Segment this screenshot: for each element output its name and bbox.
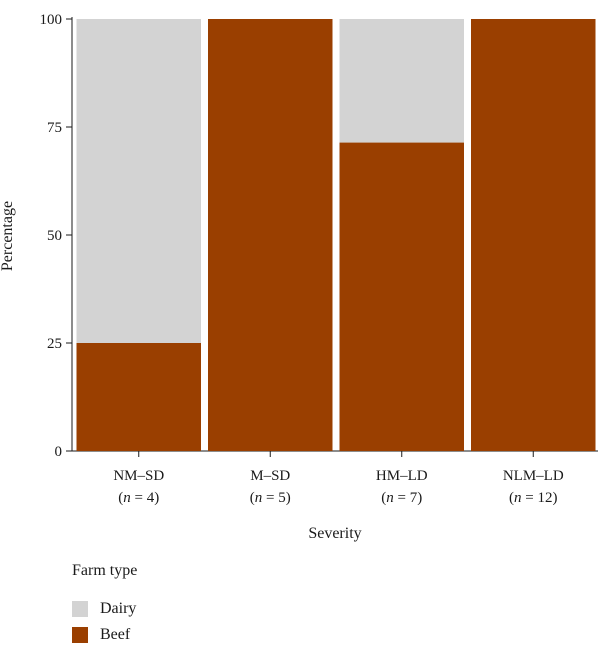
legend-item-dairy: Dairy xyxy=(72,596,137,622)
bar-beef xyxy=(76,343,201,451)
x-tick-label: NM–SD xyxy=(113,468,164,484)
legend-item-beef: Beef xyxy=(72,622,137,648)
legend-title: Farm type xyxy=(72,562,138,579)
x-tick-label: NLM–LD xyxy=(503,468,564,484)
bar-beef xyxy=(208,19,333,451)
y-tick-label: 100 xyxy=(40,12,63,28)
x-tick-sample-size: (n = 12) xyxy=(509,490,557,506)
x-tick-sample-size: (n = 4) xyxy=(118,490,159,506)
legend-swatch-dairy xyxy=(72,601,88,617)
legend: Farm type Dairy Beef xyxy=(72,562,137,648)
legend-label-dairy: Dairy xyxy=(100,600,137,617)
x-tick-sample-size: (n = 5) xyxy=(250,490,291,506)
plot-area: 0 25 50 75 100 NM–SD (n = 4) M–SD (n = 5) HM–LD (n… xyxy=(40,12,598,506)
y-tick-label: 25 xyxy=(47,336,62,352)
y-tick-label: 50 xyxy=(47,228,62,244)
y-tick-label: 0 xyxy=(55,444,63,460)
stacked-bar-chart: 0 25 50 75 100 NM–SD (n = 4) M–SD (n = 5) HM–LD (n… xyxy=(0,12,598,542)
bar-beef xyxy=(471,19,596,451)
legend-label-beef: Beef xyxy=(100,626,131,643)
x-tick-label: HM–LD xyxy=(376,468,428,484)
bar-dairy xyxy=(339,19,464,143)
legend-swatch-beef xyxy=(72,627,88,643)
y-tick-label: 75 xyxy=(47,120,62,136)
bar-dairy xyxy=(76,19,201,343)
bar-beef xyxy=(339,142,464,451)
x-tick-sample-size: (n = 7) xyxy=(381,490,422,506)
x-tick-label: M–SD xyxy=(250,468,290,484)
x-axis-title: Severity xyxy=(308,525,361,542)
y-axis-title: Percentage xyxy=(0,201,16,271)
